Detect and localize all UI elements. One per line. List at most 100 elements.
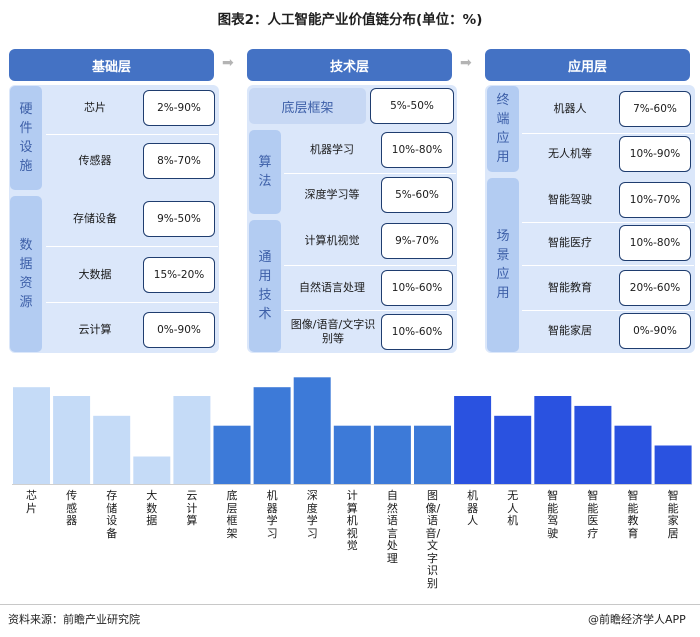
- header-app: 应用层: [485, 49, 690, 81]
- range-box: 15%-20%: [143, 257, 215, 293]
- app-panel: [485, 85, 695, 353]
- range-box: 0%-90%: [143, 312, 215, 348]
- group-terminal-app: 终端应用: [487, 86, 519, 172]
- range-box: 10%-60%: [381, 270, 453, 306]
- bar-10: [373, 425, 411, 484]
- group-framework: 底层框架: [249, 88, 366, 124]
- x-tick-label: 智能教育: [627, 489, 639, 540]
- footer-divider: [0, 604, 700, 605]
- divider: [522, 222, 694, 223]
- x-tick-label: 图像/语音/文字识别: [425, 489, 441, 590]
- bar-13: [494, 415, 532, 484]
- range-box: 5%-60%: [381, 177, 453, 213]
- x-tick-label: 无人机: [507, 489, 519, 527]
- bar-11: [414, 425, 451, 484]
- x-tick-label: 深度学习: [306, 489, 318, 540]
- group-data-resources-label: 数据资源: [19, 238, 33, 310]
- range-box: 2%-90%: [143, 90, 215, 126]
- arrow-right-icon: ➡: [222, 55, 234, 71]
- tech-panel: [247, 85, 457, 353]
- item-name: 大数据: [78, 268, 112, 281]
- bar-8: [293, 377, 331, 484]
- x-tick-label: 计算机视觉: [346, 489, 358, 552]
- bar-5: [173, 396, 211, 484]
- x-axis-labels: 芯片 传感器 存储设备 大数据 云计算 底层框架 机器学习 深度学习 计算机视觉 自然语言处理 图像…: [0, 488, 700, 600]
- range-box: 9%-50%: [143, 201, 215, 237]
- brand-credit: @前瞻经济学人APP: [588, 613, 686, 626]
- x-tick-label: 智能医疗: [587, 489, 599, 540]
- bar-2: [53, 396, 91, 484]
- group-general-tech: 通用技术: [249, 220, 281, 352]
- range-box: 5%-50%: [370, 88, 454, 124]
- x-tick-label: 云计算: [186, 489, 198, 527]
- group-data-resources: 数据资源: [10, 196, 42, 352]
- item-name: 深度学习等: [304, 188, 360, 201]
- x-tick-label: 智能家居: [667, 489, 679, 540]
- group-framework-label: 底层框架: [281, 100, 334, 116]
- divider: [46, 302, 218, 303]
- divider: [284, 173, 456, 174]
- divider: [522, 265, 694, 266]
- source-note: 资料来源：前瞻产业研究院: [8, 613, 140, 626]
- chart-baseline: [12, 484, 692, 485]
- bar-12: [454, 396, 492, 484]
- x-tick-label: 底层框架: [226, 489, 238, 540]
- divider: [46, 134, 218, 135]
- header-base: 基础层: [9, 49, 214, 81]
- item-name: 计算机视觉: [304, 234, 360, 247]
- range-box: 10%-80%: [619, 225, 691, 261]
- group-scene-app-label: 场景应用: [496, 229, 510, 301]
- bar-1: [13, 387, 50, 484]
- group-hardware-label: 硬件设施: [19, 102, 33, 174]
- range-box: 9%-70%: [381, 223, 453, 259]
- header-tech: 技术层: [247, 49, 452, 81]
- range-box: 10%-80%: [381, 132, 453, 168]
- item-name: 无人机等: [548, 147, 592, 160]
- divider: [284, 265, 456, 266]
- group-general-tech-label: 通用技术: [258, 250, 272, 322]
- bar-9: [333, 425, 371, 484]
- x-tick-label: 机器人: [467, 489, 479, 527]
- bar-17: [654, 445, 692, 484]
- x-tick-label: 大数据: [146, 489, 158, 527]
- range-box: 0%-90%: [619, 313, 691, 349]
- item-name: 机器学习: [310, 143, 354, 156]
- item-name: 图像/语音/文字识别等: [290, 318, 376, 345]
- x-tick-label: 芯片: [26, 489, 37, 515]
- item-name: 智能医疗: [548, 236, 592, 249]
- divider: [284, 310, 456, 311]
- bar-16: [614, 425, 652, 484]
- divider: [522, 310, 694, 311]
- item-name: 传感器: [78, 154, 112, 167]
- item-name: 机器人: [553, 102, 587, 115]
- group-scene-app: 场景应用: [487, 178, 519, 352]
- bar-7: [253, 387, 291, 484]
- x-tick-label: 机器学习: [266, 489, 278, 540]
- item-name: 云计算: [78, 323, 112, 336]
- range-box: 8%-70%: [143, 143, 215, 179]
- divider: [46, 246, 218, 247]
- item-name: 存储设备: [73, 212, 117, 225]
- x-tick-label: 传感器: [66, 489, 78, 527]
- x-tick-label: 存储设备: [106, 489, 118, 540]
- range-box: 20%-60%: [619, 270, 691, 306]
- range-box: 7%-60%: [619, 91, 691, 127]
- group-algorithm: 算法: [249, 130, 281, 214]
- bar-15: [574, 405, 612, 484]
- item-name: 智能家居: [548, 324, 592, 337]
- item-name: 智能驾驶: [548, 193, 592, 206]
- x-tick-label: 智能驾驶: [547, 489, 559, 540]
- bar-chart: [13, 377, 692, 484]
- item-name: 芯片: [84, 101, 106, 114]
- bar-3: [93, 415, 131, 484]
- item-name: 智能教育: [548, 281, 592, 294]
- arrow-right-icon: ➡: [460, 55, 472, 71]
- bar-4: [133, 456, 171, 484]
- range-box: 10%-70%: [619, 182, 691, 218]
- range-box: 10%-60%: [381, 314, 453, 350]
- chart-title: 图表2：人工智能产业价值链分布(单位：%): [217, 12, 483, 28]
- bar-14: [534, 396, 572, 484]
- item-name: 自然语言处理: [299, 281, 365, 294]
- group-algorithm-label: 算法: [258, 155, 272, 189]
- divider: [522, 133, 694, 134]
